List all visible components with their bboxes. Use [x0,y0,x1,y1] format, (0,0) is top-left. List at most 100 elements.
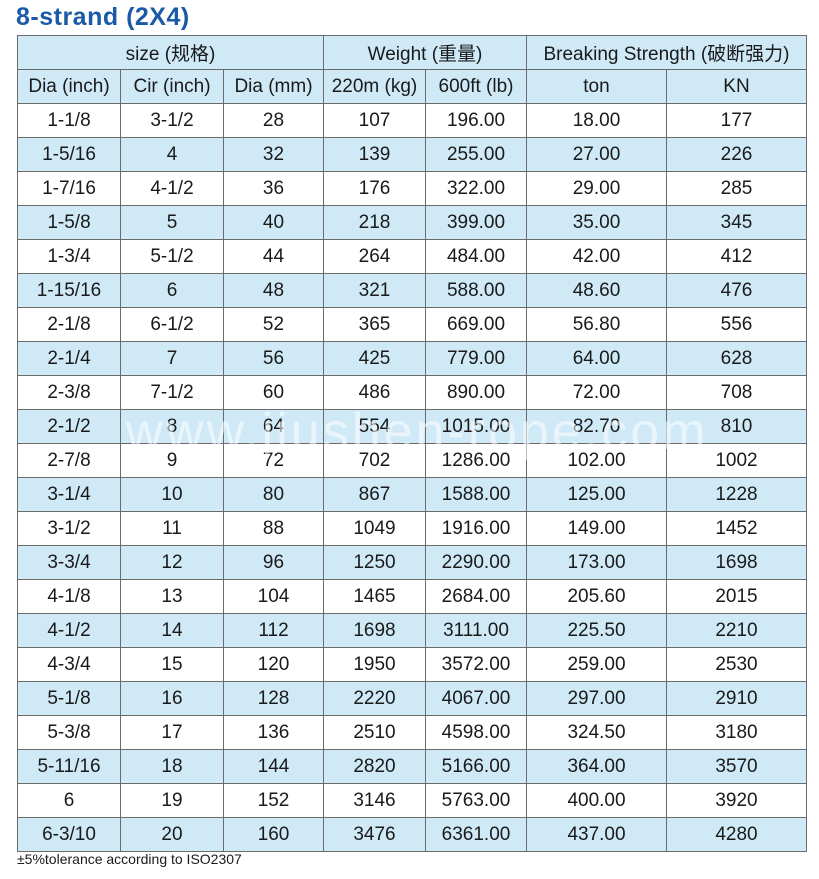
cell-kn: 556 [666,307,807,342]
cell-dia-inch: 6 [17,783,121,818]
cell-dia-mm: 152 [223,783,324,818]
cell-ton: 149.00 [526,511,667,546]
cell-cir-inch: 5-1/2 [120,239,224,274]
table-row: 1-15/16 6 48 321 588.00 48.60 476 [17,273,807,308]
cell-dia-inch: 5-3/8 [17,715,121,750]
cell-ton: 102.00 [526,443,667,478]
cell-dia-mm: 28 [223,103,324,138]
cell-kn: 3180 [666,715,807,750]
column-header-dia-mm: Dia (mm) [223,69,324,104]
table-row: 1-5/16 4 32 139 255.00 27.00 226 [17,137,807,172]
column-header-weight-lb: 600ft (lb) [425,69,527,104]
cell-cir-inch: 5 [120,205,224,240]
cell-kn: 3570 [666,749,807,784]
cell-dia-mm: 80 [223,477,324,512]
cell-cir-inch: 14 [120,613,224,648]
cell-weight-lb: 588.00 [425,273,527,308]
cell-weight-kg: 867 [323,477,426,512]
cell-dia-mm: 56 [223,341,324,376]
cell-cir-inch: 9 [120,443,224,478]
cell-ton: 27.00 [526,137,667,172]
column-header-cir-inch: Cir (inch) [120,69,224,104]
cell-weight-lb: 4067.00 [425,681,527,716]
cell-weight-kg: 1049 [323,511,426,546]
table-row: 1-1/8 3-1/2 28 107 196.00 18.00 177 [17,103,807,138]
cell-weight-kg: 1950 [323,647,426,682]
cell-weight-kg: 365 [323,307,426,342]
cell-weight-kg: 486 [323,375,426,410]
cell-dia-inch: 1-15/16 [17,273,121,308]
cell-cir-inch: 8 [120,409,224,444]
cell-kn: 3920 [666,783,807,818]
table-row: 2-7/8 9 72 702 1286.00 102.00 1002 [17,443,807,478]
column-header-kn: KN [666,69,807,104]
table-body: 1-1/8 3-1/2 28 107 196.00 18.00 177 1-5/16 4 32 13… [17,103,807,852]
cell-dia-mm: 32 [223,137,324,172]
cell-kn: 2910 [666,681,807,716]
table-row: 2-3/8 7-1/2 60 486 890.00 72.00 708 [17,375,807,410]
cell-dia-inch: 2-1/8 [17,307,121,342]
cell-weight-lb: 1916.00 [425,511,527,546]
cell-weight-lb: 399.00 [425,205,527,240]
cell-cir-inch: 3-1/2 [120,103,224,138]
column-header-weight-kg: 220m (kg) [323,69,426,104]
cell-dia-mm: 72 [223,443,324,478]
cell-weight-lb: 5166.00 [425,749,527,784]
cell-dia-mm: 136 [223,715,324,750]
cell-ton: 324.50 [526,715,667,750]
cell-ton: 42.00 [526,239,667,274]
size-group-header: size (规格) [17,35,324,70]
cell-weight-kg: 3146 [323,783,426,818]
table-row: 1-5/8 5 40 218 399.00 35.00 345 [17,205,807,240]
cell-dia-mm: 64 [223,409,324,444]
table-row: 1-7/16 4-1/2 36 176 322.00 29.00 285 [17,171,807,206]
cell-weight-kg: 264 [323,239,426,274]
cell-ton: 125.00 [526,477,667,512]
cell-weight-lb: 4598.00 [425,715,527,750]
cell-weight-lb: 5763.00 [425,783,527,818]
cell-dia-inch: 5-11/16 [17,749,121,784]
cell-weight-kg: 702 [323,443,426,478]
cell-cir-inch: 16 [120,681,224,716]
cell-weight-lb: 484.00 [425,239,527,274]
cell-cir-inch: 15 [120,647,224,682]
cell-kn: 4280 [666,817,807,852]
cell-dia-mm: 36 [223,171,324,206]
cell-dia-inch: 3-1/2 [17,511,121,546]
breaking-strength-group-header: Breaking Strength (破断强力) [526,35,807,70]
cell-kn: 476 [666,273,807,308]
cell-kn: 810 [666,409,807,444]
cell-cir-inch: 18 [120,749,224,784]
cell-weight-lb: 2290.00 [425,545,527,580]
cell-ton: 29.00 [526,171,667,206]
cell-weight-kg: 2220 [323,681,426,716]
cell-kn: 345 [666,205,807,240]
tolerance-note: ±5%tolerance according to ISO2307 [17,851,242,867]
page-title: 8-strand (2X4) [16,3,190,31]
cell-weight-kg: 1250 [323,545,426,580]
cell-weight-lb: 196.00 [425,103,527,138]
cell-dia-inch: 6-3/10 [17,817,121,852]
cell-weight-kg: 1465 [323,579,426,614]
cell-weight-lb: 669.00 [425,307,527,342]
cell-ton: 437.00 [526,817,667,852]
cell-cir-inch: 19 [120,783,224,818]
table-row: 5-11/16 18 144 2820 5166.00 364.00 3570 [17,749,807,784]
cell-dia-mm: 44 [223,239,324,274]
cell-kn: 1002 [666,443,807,478]
cell-cir-inch: 7 [120,341,224,376]
cell-dia-mm: 104 [223,579,324,614]
table-row: 4-1/2 14 112 1698 3111.00 225.50 2210 [17,613,807,648]
cell-kn: 412 [666,239,807,274]
table-row: 6 19 152 3146 5763.00 400.00 3920 [17,783,807,818]
cell-kn: 2015 [666,579,807,614]
cell-dia-inch: 1-7/16 [17,171,121,206]
cell-ton: 205.60 [526,579,667,614]
cell-weight-kg: 2820 [323,749,426,784]
cell-kn: 2210 [666,613,807,648]
table-row: 2-1/4 7 56 425 779.00 64.00 628 [17,341,807,376]
cell-weight-kg: 139 [323,137,426,172]
cell-ton: 18.00 [526,103,667,138]
cell-ton: 72.00 [526,375,667,410]
cell-weight-lb: 6361.00 [425,817,527,852]
